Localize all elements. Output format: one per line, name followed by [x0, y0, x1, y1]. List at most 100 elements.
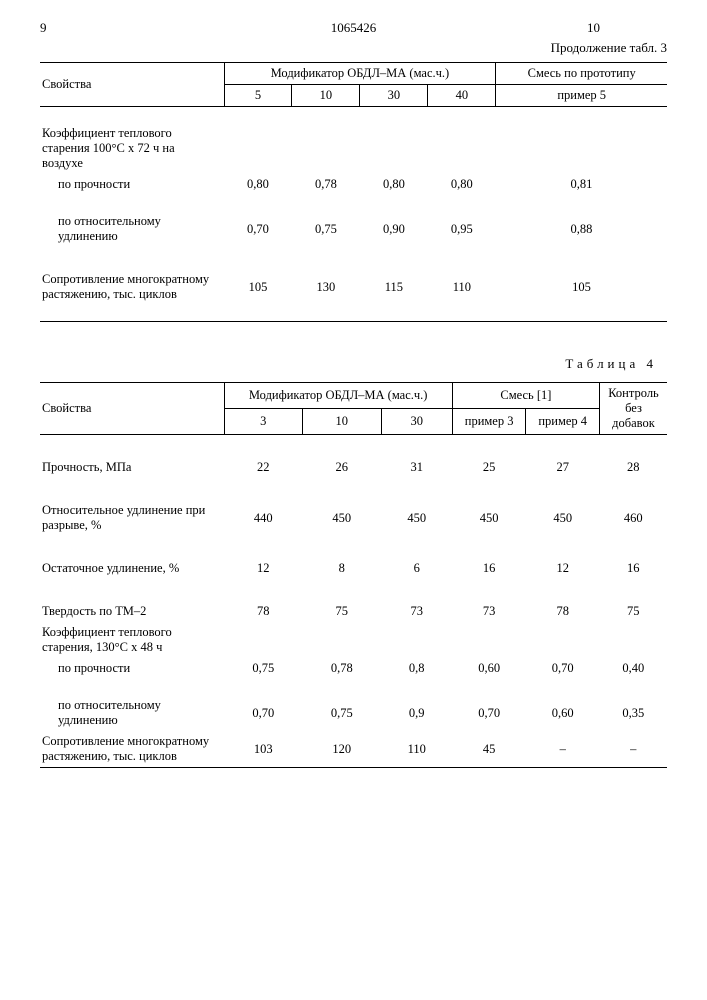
t4-cell: 0,60	[452, 658, 526, 679]
t4-cell: 12	[224, 558, 303, 579]
t4-cell: 16	[600, 558, 668, 579]
t4-cell: 450	[452, 500, 526, 536]
t4-col-30: 30	[381, 409, 452, 435]
col-number-right: 10	[587, 20, 667, 36]
table-row: по прочности 0,80 0,78 0,80 0,80 0,81	[40, 174, 667, 195]
t3-cell: 0,90	[360, 211, 428, 247]
col-number-left: 9	[40, 20, 120, 36]
t4-cell: 22	[224, 457, 303, 478]
t3-r1-sub: по относительному удлинению	[40, 211, 224, 247]
table-row: Прочность, МПа 22 26 31 25 27 28	[40, 457, 667, 478]
t3-cell: 0,70	[224, 211, 292, 247]
t4-cell: 73	[452, 601, 526, 622]
t4-cell: 8	[303, 558, 382, 579]
t3-r2-label: Сопротивление многократному растяжению, …	[40, 269, 224, 305]
t4-r6-label: Сопротивление многократному растяжению, …	[40, 731, 224, 768]
table-4-title: Таблица 4	[40, 356, 657, 372]
t4-col-10: 10	[303, 409, 382, 435]
t4-cell: 73	[381, 601, 452, 622]
t4-cell: 120	[303, 731, 382, 768]
t4-cell: 450	[381, 500, 452, 536]
t4-col-3: 3	[224, 409, 303, 435]
t4-cell: –	[600, 731, 668, 768]
t3-mod-header: Модификатор ОБДЛ–МА (мас.ч.)	[224, 63, 496, 85]
t3-mix-col: пример 5	[496, 85, 667, 107]
t4-r4-sub: по прочности	[40, 658, 224, 679]
t3-cell: 110	[428, 269, 496, 305]
t4-cell: 440	[224, 500, 303, 536]
t3-col-5: 5	[224, 85, 292, 107]
table-row: по относительному удлинению 0,70 0,75 0,…	[40, 211, 667, 247]
t3-cell: 0,80	[428, 174, 496, 195]
table-row: по относительному удлинению 0,70 0,75 0,…	[40, 695, 667, 731]
t4-cell: 0,35	[600, 695, 668, 731]
t4-cell: 16	[452, 558, 526, 579]
t4-r4-label: Коэффициент теплового старения, 130°С х …	[40, 622, 224, 658]
t3-cell: 0,80	[224, 174, 292, 195]
t4-ctrl-header: Контроль без добавок	[600, 383, 668, 435]
table-row: Коэффициент теплового старения, 130°С х …	[40, 622, 667, 658]
t3-cell: 130	[292, 269, 360, 305]
t4-cell: 0,75	[224, 658, 303, 679]
t4-cell: 75	[600, 601, 668, 622]
t4-cell: 6	[381, 558, 452, 579]
t4-cell: 78	[526, 601, 600, 622]
document-number: 1065426	[120, 20, 587, 36]
table-row: Сопротивление многократному растяжению, …	[40, 731, 667, 768]
t3-cell: 0,75	[292, 211, 360, 247]
t4-cell: 110	[381, 731, 452, 768]
t4-cell: 28	[600, 457, 668, 478]
t4-cell: 0,60	[526, 695, 600, 731]
t4-cell: 0,70	[224, 695, 303, 731]
t4-cell: 25	[452, 457, 526, 478]
t4-cell: 78	[224, 601, 303, 622]
t4-cell: 460	[600, 500, 668, 536]
table-3: Свойства Модификатор ОБДЛ–МА (мас.ч.) См…	[40, 62, 667, 328]
t3-cell: 0,78	[292, 174, 360, 195]
t3-mix-header: Смесь по прототипу	[496, 63, 667, 85]
t4-cell: 31	[381, 457, 452, 478]
t3-cell: 115	[360, 269, 428, 305]
t4-cell: 12	[526, 558, 600, 579]
t4-mix-header: Смесь [1]	[452, 383, 599, 409]
t3-cell: 105	[496, 269, 667, 305]
t3-cell: 0,81	[496, 174, 667, 195]
t4-r5-sub: по относительному удлинению	[40, 695, 224, 731]
t4-mix-col-4: пример 4	[526, 409, 600, 435]
t3-col-30: 30	[360, 85, 428, 107]
t4-cell: 0,70	[526, 658, 600, 679]
t4-cell: 45	[452, 731, 526, 768]
t4-cell: 0,70	[452, 695, 526, 731]
t4-r0-label: Прочность, МПа	[40, 457, 224, 478]
table-row: Твердость по ТМ–2 78 75 73 73 78 75	[40, 601, 667, 622]
t3-cell: 0,95	[428, 211, 496, 247]
table-row: по прочности 0,75 0,78 0,8 0,60 0,70 0,4…	[40, 658, 667, 679]
t4-cell: 0,78	[303, 658, 382, 679]
t3-cell: 105	[224, 269, 292, 305]
t4-prop-header: Свойства	[40, 383, 224, 435]
t4-cell: 450	[526, 500, 600, 536]
t3-col-40: 40	[428, 85, 496, 107]
table-row: Относительное удлинение при разрыве, % 4…	[40, 500, 667, 536]
t3-cell: 0,80	[360, 174, 428, 195]
t4-cell: 75	[303, 601, 382, 622]
t4-cell: –	[526, 731, 600, 768]
table-row: Сопротивление многократному растяжению, …	[40, 269, 667, 305]
t3-r0-sub: по прочности	[40, 174, 224, 195]
t4-cell: 27	[526, 457, 600, 478]
table-row: Коэффициент теплового старения 100°С х 7…	[40, 123, 667, 174]
t3-r0-label: Коэффициент теплового старения 100°С х 7…	[40, 123, 224, 174]
t4-cell: 0,75	[303, 695, 382, 731]
page-header: 9 1065426 10	[40, 20, 667, 36]
t4-cell: 450	[303, 500, 382, 536]
t4-mod-header: Модификатор ОБДЛ–МА (мас.ч.)	[224, 383, 452, 409]
t4-mix-col-3: пример 3	[452, 409, 526, 435]
t4-r2-label: Остаточное удлинение, %	[40, 558, 224, 579]
continuation-label: Продолжение табл. 3	[40, 40, 667, 56]
t3-col-10: 10	[292, 85, 360, 107]
t4-cell: 26	[303, 457, 382, 478]
t4-cell: 0,40	[600, 658, 668, 679]
t4-r1-label: Относительное удлинение при разрыве, %	[40, 500, 224, 536]
t4-r3-label: Твердость по ТМ–2	[40, 601, 224, 622]
table-row: Остаточное удлинение, % 12 8 6 16 12 16	[40, 558, 667, 579]
